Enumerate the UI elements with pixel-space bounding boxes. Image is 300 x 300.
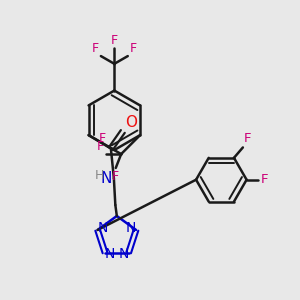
Text: N: N (118, 247, 128, 261)
Text: F: F (97, 140, 104, 153)
Text: F: F (111, 34, 118, 47)
Text: N: N (125, 221, 136, 235)
Text: F: F (244, 132, 252, 146)
Text: H: H (95, 169, 104, 182)
Text: N: N (100, 171, 112, 186)
Text: F: F (260, 173, 268, 186)
Text: F: F (130, 42, 137, 55)
Text: F: F (92, 42, 99, 55)
Text: O: O (125, 115, 137, 130)
Text: F: F (99, 132, 106, 145)
Text: F: F (112, 170, 119, 183)
Text: N: N (98, 221, 108, 235)
Text: N: N (105, 247, 116, 261)
